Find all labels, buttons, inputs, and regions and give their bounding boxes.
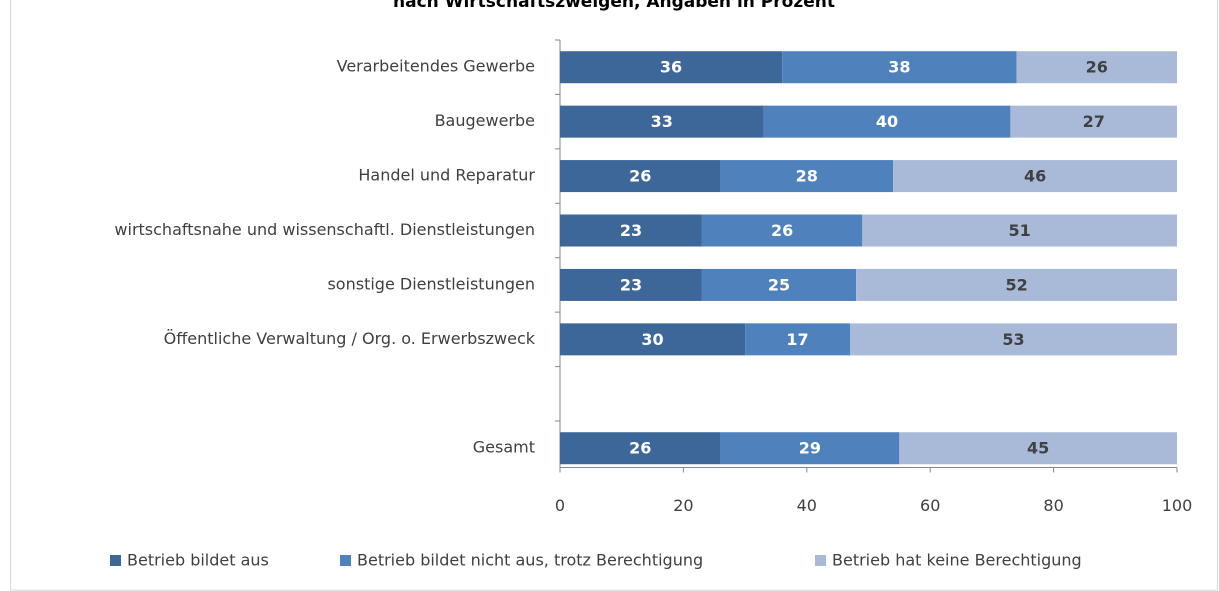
bar-segment bbox=[560, 214, 702, 247]
bar-segment bbox=[849, 323, 1177, 356]
y-tick-label: Verarbeitendes Gewerbe bbox=[337, 57, 535, 76]
bar-segment bbox=[560, 432, 721, 465]
legend-label: Betrieb bildet nicht aus, trotz Berechti… bbox=[357, 551, 703, 570]
chart-title: nach Wirtschaftszweigen, Angaben in Proz… bbox=[393, 0, 835, 12]
bar-segment bbox=[763, 105, 1011, 138]
bar-segment bbox=[862, 214, 1177, 247]
data-label: 26 bbox=[771, 221, 793, 240]
data-label: 29 bbox=[799, 439, 821, 458]
legend-label: Betrieb hat keine Berechtigung bbox=[832, 551, 1082, 570]
data-label: 28 bbox=[796, 167, 818, 186]
data-label: 36 bbox=[660, 58, 682, 77]
bar-segment bbox=[745, 323, 850, 356]
legend-marker bbox=[110, 555, 121, 566]
legend-label: Betrieb bildet aus bbox=[127, 551, 269, 570]
data-label: 23 bbox=[620, 221, 642, 240]
legend-marker bbox=[340, 555, 351, 566]
x-tick-label: 20 bbox=[673, 496, 693, 515]
bar-segment bbox=[899, 432, 1177, 465]
legend-marker bbox=[815, 555, 826, 566]
bar-segment bbox=[1010, 105, 1177, 138]
bar-segment bbox=[560, 160, 721, 193]
bar-segment bbox=[560, 268, 702, 301]
y-tick-label: Handel und Reparatur bbox=[358, 166, 535, 185]
data-label: 45 bbox=[1027, 439, 1049, 458]
data-label: 25 bbox=[768, 275, 790, 294]
bar-segment bbox=[560, 105, 764, 138]
data-label: 33 bbox=[651, 112, 673, 131]
data-label: 27 bbox=[1083, 112, 1105, 131]
bar-segment bbox=[1016, 51, 1177, 84]
data-label: 26 bbox=[629, 167, 651, 186]
bar-segment bbox=[720, 432, 900, 465]
data-label: 23 bbox=[620, 275, 642, 294]
data-label: 38 bbox=[888, 58, 910, 77]
data-label: 51 bbox=[1009, 221, 1031, 240]
bar-segment bbox=[701, 268, 857, 301]
y-tick-label: wirtschaftsnahe und wissenschaftl. Diens… bbox=[114, 220, 535, 239]
y-tick-label: Öffentliche Verwaltung / Org. o. Erwerbs… bbox=[164, 329, 536, 348]
x-tick-label: 40 bbox=[797, 496, 817, 515]
bar-segment bbox=[856, 268, 1177, 301]
data-label: 46 bbox=[1024, 167, 1046, 186]
bar-segment bbox=[701, 214, 863, 247]
data-label: 17 bbox=[786, 330, 808, 349]
bar-segment bbox=[782, 51, 1017, 84]
bar-segment bbox=[560, 323, 746, 356]
y-tick-label: sonstige Dienstleistungen bbox=[327, 274, 535, 293]
data-label: 26 bbox=[1086, 58, 1108, 77]
x-tick-label: 100 bbox=[1162, 496, 1193, 515]
x-tick-label: 0 bbox=[555, 496, 565, 515]
data-label: 53 bbox=[1002, 330, 1024, 349]
bar-segment bbox=[720, 160, 894, 193]
data-label: 40 bbox=[876, 112, 898, 131]
x-tick-label: 80 bbox=[1043, 496, 1063, 515]
data-label: 26 bbox=[629, 439, 651, 458]
data-label: 52 bbox=[1005, 275, 1027, 294]
bar-segment bbox=[893, 160, 1177, 193]
bar-segment bbox=[560, 51, 783, 84]
chart-frame bbox=[10, 0, 1218, 591]
y-tick-label: Gesamt bbox=[473, 438, 535, 457]
x-tick-label: 60 bbox=[920, 496, 940, 515]
y-tick-label: Baugewerbe bbox=[435, 111, 535, 130]
data-label: 30 bbox=[641, 330, 663, 349]
